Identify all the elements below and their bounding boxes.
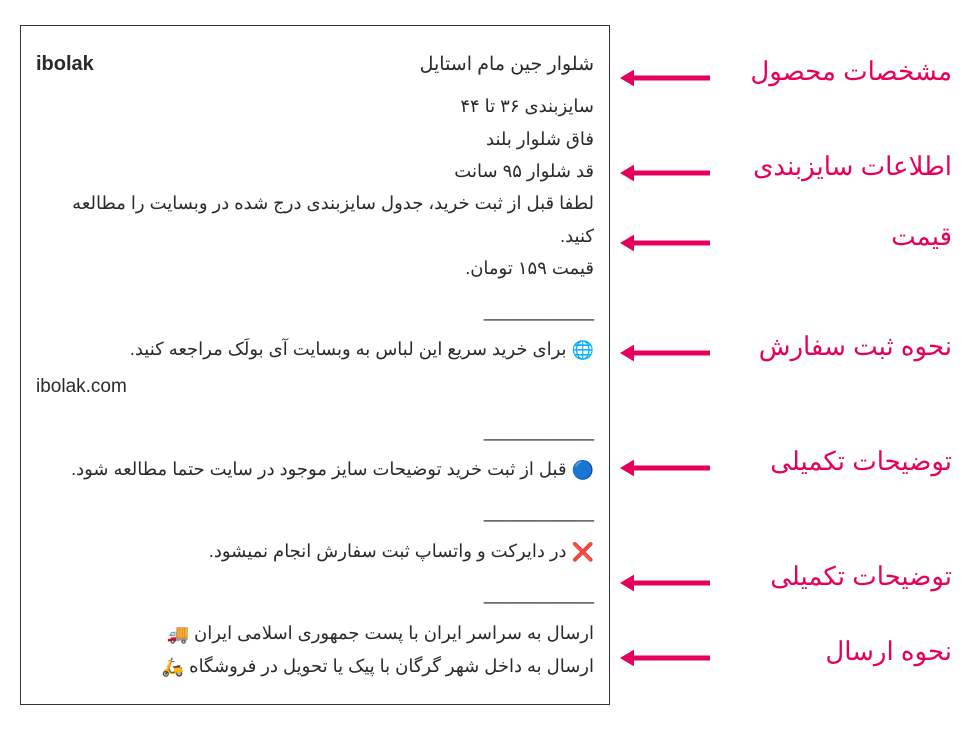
arrow-icon [620,569,710,597]
annotation-label: نحوه ثبت سفارش [759,331,952,362]
annotation-label: اطلاعات سایزبندی [753,151,952,182]
bluecircle-icon: 🔵 [572,454,594,486]
bike-icon: 🛵 [162,651,184,683]
extra-note-2: ❌ در دایرکت و واتساپ ثبت سفارش انجام نمی… [36,535,594,568]
shipping-1-text: ارسال به سراسر ایران با پست جمهوری اسلام… [194,623,594,643]
spec-block: سایزبندی ۳۶ تا ۴۴ فاق شلوار بلند قد شلوا… [36,90,594,187]
arrow-icon [620,159,710,187]
arrow-icon [620,229,710,257]
brand-name: ibolak [36,46,94,82]
caption-box: ibolak شلوار جین مام استایل سایزبندی ۳۶ … [20,25,610,705]
order-note: 🌐 برای خرید سریع این لباس به وبسایت آی ب… [36,333,594,366]
arrow-icon [620,64,710,92]
separator-1: ___________ [36,295,594,327]
spec-line-1: سایزبندی ۳۶ تا ۴۴ [36,90,594,122]
separator-2: ___________ [36,415,594,447]
annotation-label: قیمت [891,221,952,252]
shipping-2: ارسال به داخل شهر گرگان با پیک یا تحویل … [36,650,594,683]
price-line: قیمت ۱۵۹ تومان. [36,252,594,284]
extra-note-1: 🔵 قبل از ثبت خرید توضیحات سایز موجود در … [36,453,594,486]
annotation-label: توضیحات تکمیلی [770,561,952,592]
annotation-label: توضیحات تکمیلی [770,446,952,477]
order-note-text: برای خرید سریع این لباس به وبسایت آی بول… [130,339,567,359]
product-title: شلوار جین مام استایل [420,48,594,82]
shipping-2-text: ارسال به داخل شهر گرگان با پیک یا تحویل … [189,656,594,676]
separator-4: ___________ [36,578,594,610]
cross-icon: ❌ [572,536,594,568]
spec-line-3: قد شلوار ۹۵ سانت [36,155,594,187]
arrow-icon [620,454,710,482]
title-row: ibolak شلوار جین مام استایل [36,46,594,82]
labels-column: مشخصات محصول اطلاعات سایزبندی قیمت نحوه ثبت… [610,0,962,732]
arrow-icon [620,644,710,672]
extra-note-2-text: در دایرکت و واتساپ ثبت سفارش انجام نمیشو… [209,541,567,561]
arrow-icon [620,339,710,367]
globe-icon: 🌐 [572,334,594,366]
annotation-label: نحوه ارسال [825,636,952,667]
separator-3: ___________ [36,496,594,528]
shipping-1: ارسال به سراسر ایران با پست جمهوری اسلام… [36,617,594,650]
spec-line-2: فاق شلوار بلند [36,123,594,155]
annotation-label: مشخصات محصول [750,56,952,87]
extra-note-1-text: قبل از ثبت خرید توضیحات سایز موجود در سا… [71,459,566,479]
website-url: ibolak.com [36,370,594,404]
truck-icon: 🚚 [167,618,189,650]
size-note: لطفا قبل از ثبت خرید، جدول سایزبندی درج … [36,187,594,252]
